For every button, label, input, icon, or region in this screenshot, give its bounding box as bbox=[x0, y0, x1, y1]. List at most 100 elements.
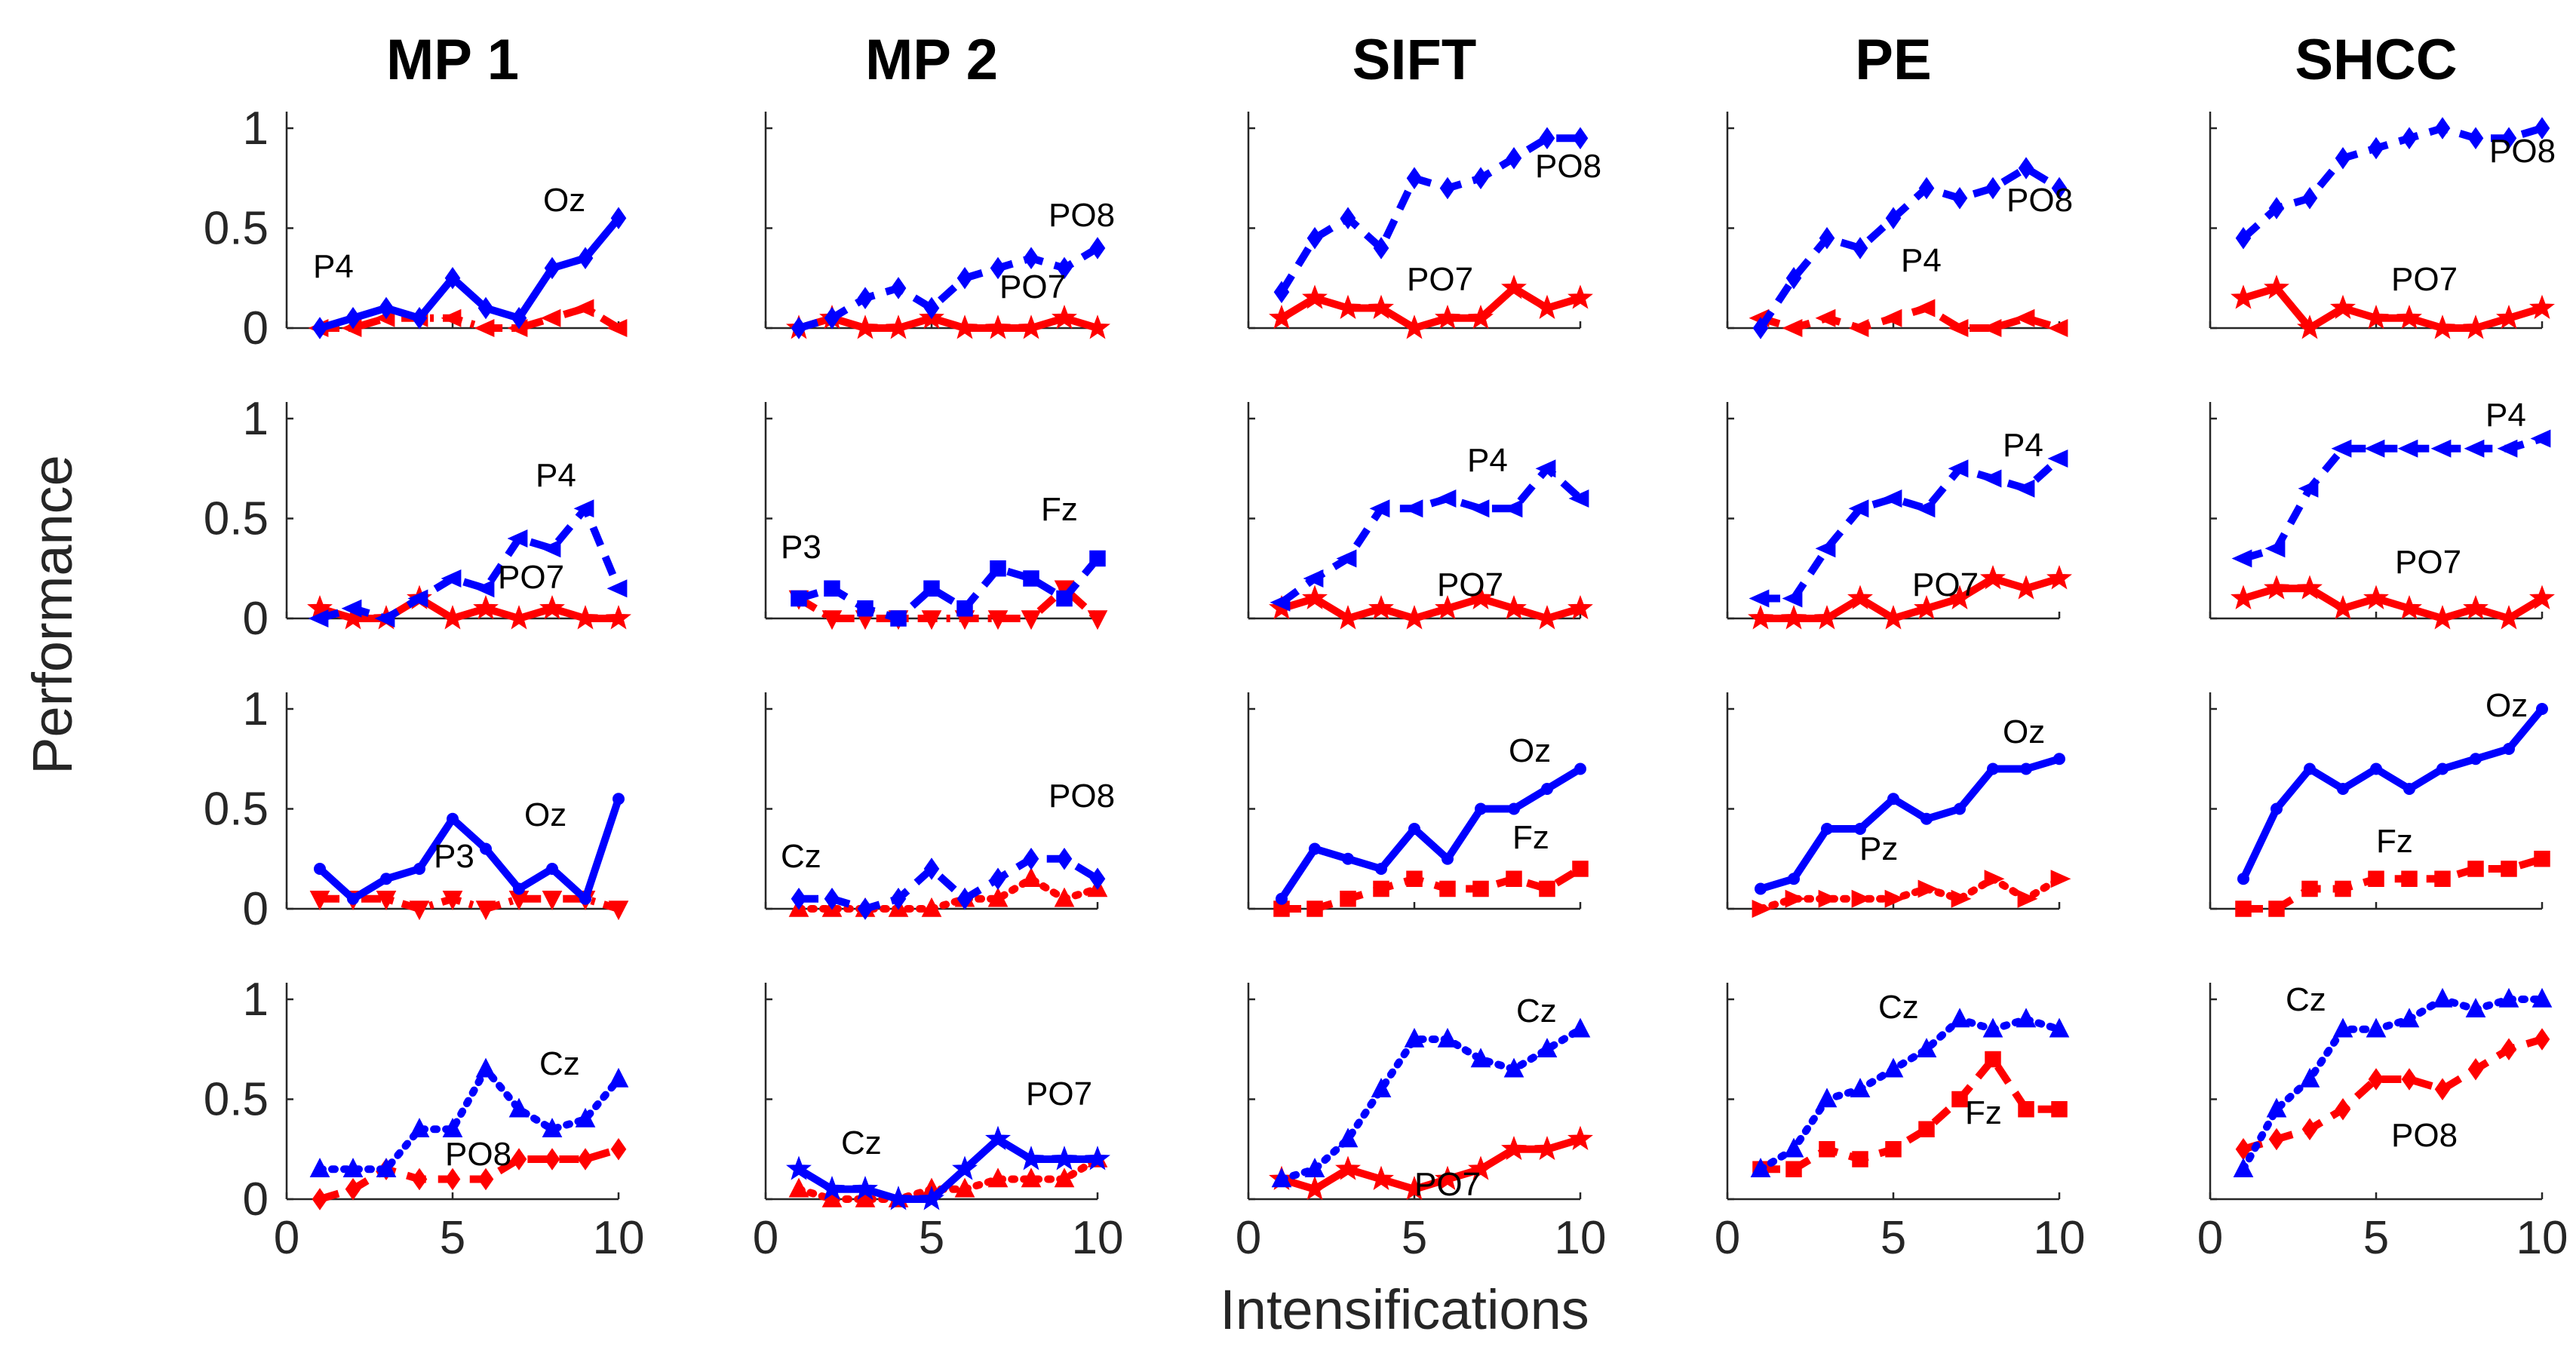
data-point bbox=[610, 1138, 627, 1161]
data-point bbox=[539, 594, 565, 620]
data-point bbox=[2304, 762, 2316, 775]
data-point bbox=[1816, 1088, 1838, 1108]
data-point bbox=[1269, 304, 1294, 330]
data-point bbox=[2301, 187, 2318, 210]
subplot-r1-c2: P4 PO7 bbox=[1247, 402, 1593, 630]
x-tick-label: 5 bbox=[440, 1212, 465, 1264]
data-point bbox=[919, 1186, 944, 1210]
data-point bbox=[1375, 863, 1387, 875]
data-point bbox=[1368, 594, 1394, 620]
data-point bbox=[990, 256, 1006, 280]
data-point bbox=[1506, 147, 1522, 170]
data-point bbox=[923, 296, 940, 320]
subplot-r2-c1: Cz PO8 bbox=[764, 692, 1115, 920]
data-point bbox=[1782, 589, 1803, 608]
data-point bbox=[2016, 1008, 2037, 1028]
data-point bbox=[1337, 1128, 1359, 1148]
data-point bbox=[1023, 570, 1039, 587]
x-tick-label: 5 bbox=[1881, 1212, 1906, 1264]
data-point bbox=[1815, 539, 1836, 558]
data-point bbox=[1781, 605, 1807, 630]
data-point bbox=[1470, 1048, 1491, 1068]
annotation-label: PO8 bbox=[1049, 778, 1115, 815]
data-point bbox=[2397, 439, 2418, 458]
data-point bbox=[1302, 1175, 1328, 1201]
data-point bbox=[1373, 237, 1389, 259]
data-point bbox=[2014, 479, 2035, 498]
annotation-label: PO8 bbox=[2391, 1117, 2458, 1154]
data-point bbox=[540, 539, 561, 558]
data-point bbox=[956, 600, 973, 617]
data-point bbox=[2330, 594, 2356, 620]
data-point bbox=[1435, 1165, 1460, 1190]
data-point bbox=[575, 1107, 596, 1128]
y-tick-label: 0.5 bbox=[204, 203, 269, 255]
data-point bbox=[2049, 1017, 2070, 1038]
series-line-p3 bbox=[797, 584, 1101, 622]
data-point bbox=[606, 319, 628, 337]
data-point bbox=[1783, 1137, 1804, 1158]
data-point bbox=[2264, 275, 2289, 299]
data-point bbox=[1368, 1165, 1394, 1190]
data-point bbox=[2235, 227, 2252, 250]
subplot-r3-c1: 0 5 10 Cz PO7 bbox=[753, 983, 1123, 1264]
data-point bbox=[2534, 1028, 2550, 1051]
data-point bbox=[577, 1148, 594, 1171]
data-point bbox=[411, 1167, 428, 1191]
data-point bbox=[2363, 584, 2389, 609]
data-point bbox=[857, 897, 874, 920]
y-tick-label: 1 bbox=[243, 103, 269, 155]
data-point bbox=[2529, 294, 2555, 319]
data-point bbox=[956, 888, 973, 910]
data-point bbox=[1089, 237, 1106, 259]
data-point bbox=[1402, 1175, 1427, 1201]
subplot-r3-c0: 1 0.5 00 5 10 Cz PO8 bbox=[204, 974, 645, 1264]
data-point bbox=[791, 888, 807, 910]
data-point bbox=[480, 842, 492, 855]
data-point bbox=[2018, 1101, 2034, 1118]
data-point bbox=[342, 1158, 364, 1177]
data-point bbox=[1270, 593, 1291, 612]
annotation-label: Pz bbox=[1859, 830, 1898, 867]
data-point bbox=[1472, 880, 1489, 897]
data-point bbox=[1271, 1167, 1292, 1188]
data-point bbox=[2529, 584, 2555, 609]
column-title: SIFT bbox=[1352, 28, 1477, 92]
data-point bbox=[1749, 589, 1770, 608]
data-point bbox=[2231, 549, 2252, 568]
data-point bbox=[1847, 584, 1873, 609]
data-point bbox=[1917, 879, 1939, 898]
annotation-label: P3 bbox=[434, 838, 474, 875]
data-point bbox=[2013, 575, 2039, 600]
y-tick-label: 1 bbox=[243, 683, 269, 735]
annotation-label: PO8 bbox=[2006, 182, 2073, 219]
series-line-fz bbox=[2243, 855, 2544, 913]
data-point bbox=[2534, 851, 2550, 867]
data-point bbox=[1302, 584, 1328, 609]
data-point bbox=[1501, 1135, 1527, 1161]
series-line-po8 bbox=[318, 1146, 620, 1203]
data-point bbox=[2434, 870, 2451, 887]
data-point bbox=[573, 499, 594, 518]
data-point bbox=[2364, 439, 2385, 458]
data-point bbox=[2430, 605, 2455, 630]
data-point bbox=[990, 560, 1006, 577]
data-point bbox=[577, 247, 594, 269]
data-point bbox=[513, 882, 525, 895]
data-point bbox=[2264, 539, 2286, 558]
data-point bbox=[788, 1177, 809, 1198]
data-point bbox=[477, 1167, 494, 1191]
data-point bbox=[2301, 1118, 2318, 1140]
data-point bbox=[610, 207, 627, 229]
series-line-po8 bbox=[797, 244, 1100, 332]
data-point bbox=[2335, 147, 2351, 170]
data-point bbox=[1920, 812, 1933, 825]
data-point bbox=[1468, 304, 1494, 330]
subplot-r0-c1: PO8 PO7 bbox=[764, 112, 1115, 339]
data-point bbox=[1335, 1155, 1361, 1180]
data-point bbox=[1276, 892, 1288, 905]
data-point bbox=[2233, 1158, 2254, 1177]
data-point bbox=[312, 1188, 328, 1210]
data-point bbox=[791, 317, 807, 339]
